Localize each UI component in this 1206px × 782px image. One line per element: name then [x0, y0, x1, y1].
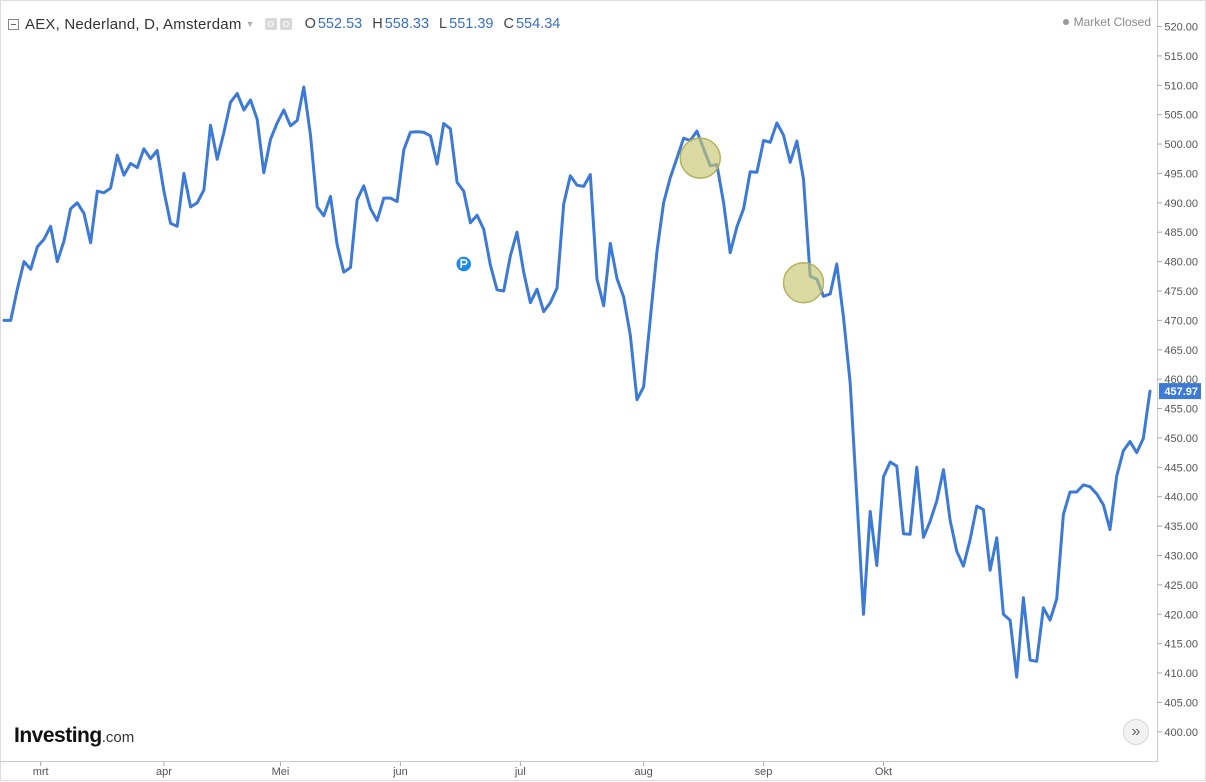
ohlc-low: L 551.39 [439, 16, 494, 32]
caret-down-icon[interactable]: ▾ [247, 18, 253, 30]
logo-name: Investing [14, 724, 102, 747]
x-tick-label: jun [392, 766, 408, 778]
y-tick-label: 415.00 [1164, 639, 1198, 651]
event-markers [454, 137, 825, 304]
y-tick-label: 500.00 [1164, 139, 1198, 151]
last-price-label: 457.97 [1164, 386, 1198, 398]
y-tick-label: 420.00 [1164, 609, 1198, 621]
y-axis: 520.00 515.00 510.00 505.00 500.00 495.00 490.… [1157, 22, 1198, 739]
visibility-icon[interactable] [264, 18, 277, 30]
x-tick-label: jul [514, 766, 526, 778]
symbol-label[interactable]: AEX, Nederland, D, Amsterdam [25, 15, 242, 33]
ohlc-high: H 558.33 [372, 16, 430, 32]
x-tick-label: Okt [875, 766, 892, 778]
x-tick-label: Mei [272, 766, 290, 778]
x-tick-label: mrt [33, 766, 49, 778]
status-dot-icon [1062, 19, 1069, 25]
collapse-icon[interactable] [8, 18, 19, 30]
x-tick-label: apr [156, 766, 172, 778]
market-status-label: Market Closed [1073, 15, 1151, 29]
x-tick-label: sep [755, 766, 773, 778]
y-tick-label: 430.00 [1164, 550, 1198, 562]
y-tick-label: 465.00 [1164, 345, 1198, 357]
x-axis: mrt apr Mei jun jul aug sep Okt [33, 762, 892, 778]
y-tick-label: 510.00 [1164, 80, 1198, 92]
y-tick-label: 475.00 [1164, 286, 1198, 298]
price-line [2, 85, 1152, 679]
x-tick-label: aug [634, 766, 652, 778]
y-tick-label: 490.00 [1164, 198, 1198, 210]
ohlc-close: C 554.34 [503, 16, 561, 32]
investing-logo[interactable]: Investing.com [14, 724, 134, 748]
chevron-double-right-icon: » [1131, 723, 1141, 740]
y-tick-label: 505.00 [1164, 110, 1198, 122]
market-status: Market Closed [1062, 15, 1151, 29]
y-tick-label: 425.00 [1164, 580, 1198, 592]
y-tick-label: 445.00 [1164, 462, 1198, 474]
y-tick-label: 455.00 [1164, 404, 1198, 416]
y-tick-label: 520.00 [1164, 22, 1198, 34]
y-tick-label: 440.00 [1164, 492, 1198, 504]
y-tick-label: 400.00 [1164, 727, 1198, 739]
y-tick-label: 480.00 [1164, 257, 1198, 269]
y-tick-label: 495.00 [1164, 168, 1198, 180]
ohlc-open: O 552.53 [304, 16, 363, 32]
last-price-badge: 457.97 [1159, 383, 1201, 400]
y-tick-label: 470.00 [1164, 315, 1198, 327]
last-price-box [1159, 383, 1201, 400]
highlight-marker[interactable] [782, 262, 825, 304]
settings-icon[interactable] [279, 18, 292, 30]
chart-header: AEX, Nederland, D, Amsterdam ▾ O 552.53 H… [8, 12, 560, 36]
highlight-marker[interactable] [679, 137, 722, 179]
event-p-icon[interactable] [454, 255, 473, 273]
y-tick-label: 435.00 [1164, 521, 1198, 533]
y-tick-label: 410.00 [1164, 668, 1198, 680]
logo-suffix: .com [101, 729, 135, 746]
y-tick-label: 485.00 [1164, 227, 1198, 239]
y-tick-label: 405.00 [1164, 697, 1198, 709]
y-tick-label: 515.00 [1164, 51, 1198, 63]
y-tick-label: 450.00 [1164, 433, 1198, 445]
scroll-to-end-button[interactable]: » [1123, 719, 1149, 745]
